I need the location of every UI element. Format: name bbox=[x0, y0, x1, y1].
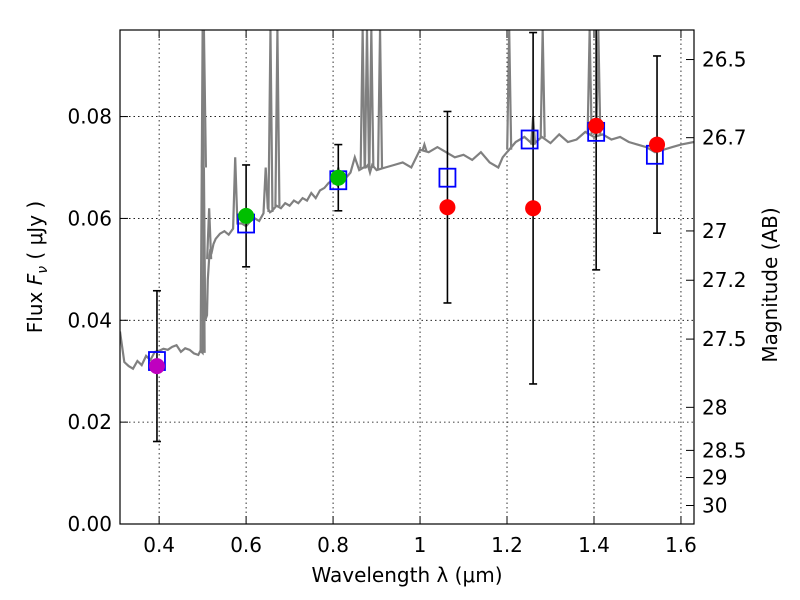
y-axis-label-prefix: Flux bbox=[23, 285, 47, 333]
y2-tick-label: 27.5 bbox=[702, 327, 747, 351]
observed-point bbox=[148, 358, 165, 375]
y2-axis-label: Magnitude (AB) bbox=[758, 207, 782, 362]
y-tick-label: 0.00 bbox=[67, 512, 112, 536]
observed-photometry-points bbox=[148, 117, 666, 375]
model-box-marker bbox=[438, 167, 457, 188]
emission-spike bbox=[274, 30, 281, 207]
y-axis-label-subscript: ν bbox=[35, 266, 51, 274]
observed-point bbox=[525, 200, 542, 217]
y2-tick-label: 26.5 bbox=[702, 48, 747, 72]
y2-tick-label: 27 bbox=[702, 219, 727, 243]
y-tick-label: 0.06 bbox=[67, 206, 112, 230]
emission-spike bbox=[376, 30, 384, 170]
y-tick-label: 0.08 bbox=[67, 105, 112, 129]
y2-tick-label: 28.5 bbox=[702, 438, 747, 462]
observed-point bbox=[330, 169, 347, 186]
emission-spike bbox=[267, 30, 274, 213]
x-tick-label: 1 bbox=[414, 533, 427, 557]
y-axis-label-suffix: ( μJy ) bbox=[23, 201, 47, 266]
y2-tick-label: 28 bbox=[702, 395, 727, 419]
emission-spike bbox=[363, 30, 371, 166]
emission-spike bbox=[200, 30, 208, 168]
axis-ticks: 0.4 0.6 0.8 1 1.2 1.4 1.6 0.00 0.02 0.04 0.06 0.08 2… bbox=[67, 30, 747, 557]
x-tick-label: 1.4 bbox=[578, 533, 610, 557]
y2-tick-label: 27.2 bbox=[702, 268, 747, 292]
emission-spike bbox=[539, 30, 546, 138]
observed-point bbox=[238, 207, 255, 224]
observed-point bbox=[588, 117, 605, 134]
emission-spike bbox=[199, 30, 206, 353]
y-tick-label: 0.04 bbox=[67, 308, 112, 332]
emission-spike bbox=[586, 30, 593, 135]
emission-spike bbox=[595, 30, 602, 136]
y2-tick-label: 26.7 bbox=[702, 126, 747, 150]
model-box-marker bbox=[520, 129, 539, 150]
x-tick-label: 0.8 bbox=[317, 533, 349, 557]
x-tick-label: 0.4 bbox=[143, 533, 175, 557]
y2-tick-label: 30 bbox=[702, 494, 727, 518]
emission-spike bbox=[368, 30, 375, 169]
y2-tick-label: 29 bbox=[702, 466, 727, 490]
y-axis-label: Flux Fν ( μJy ) bbox=[23, 201, 51, 333]
plot-area bbox=[120, 30, 694, 524]
observed-point bbox=[649, 136, 666, 153]
emission-spike bbox=[421, 140, 428, 152]
data-layer bbox=[120, 30, 694, 443]
x-tick-label: 0.6 bbox=[230, 533, 262, 557]
plot-frame bbox=[119, 29, 695, 525]
x-axis-label: Wavelength λ (μm) bbox=[311, 563, 502, 587]
x-tick-label: 1.2 bbox=[491, 533, 523, 557]
y-axis-label-symbol: F bbox=[23, 273, 47, 285]
emission-spike bbox=[506, 30, 513, 150]
emission-spike bbox=[206, 208, 213, 260]
x-tick-label: 1.6 bbox=[665, 533, 697, 557]
observed-point bbox=[439, 199, 456, 216]
emission-spike bbox=[359, 30, 366, 169]
y-tick-label: 0.02 bbox=[67, 410, 112, 434]
